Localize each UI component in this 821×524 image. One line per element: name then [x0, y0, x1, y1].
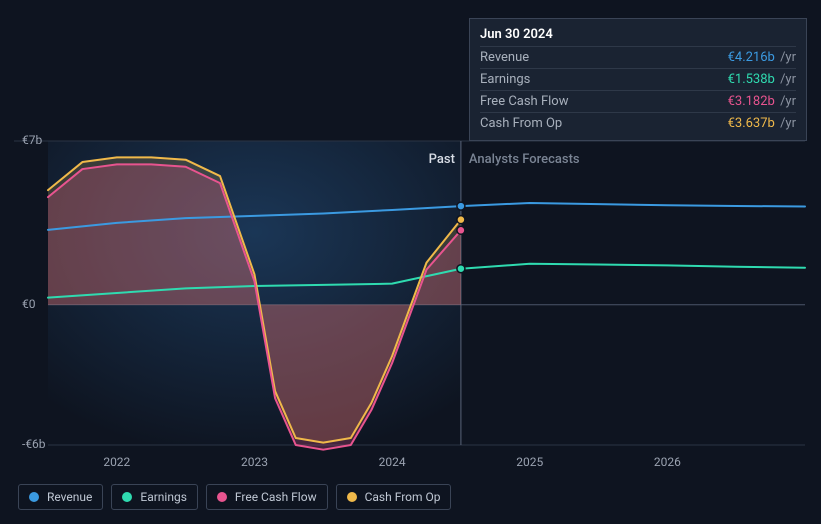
chart-legend: Revenue Earnings Free Cash Flow Cash From O…: [18, 484, 451, 510]
x-axis-tick: 2025: [516, 455, 543, 469]
legend-item-cash_from_op[interactable]: Cash From Op: [336, 484, 452, 510]
tooltip-row: Free Cash Flow €3.182b /yr: [480, 90, 796, 112]
x-axis-tick: 2023: [241, 455, 268, 469]
tooltip-row-label: Earnings: [480, 72, 530, 87]
y-axis-tick: €0: [22, 297, 36, 311]
tooltip-date: Jun 30 2024: [480, 25, 796, 46]
tooltip-row-label: Revenue: [480, 50, 529, 65]
x-axis-tick: 2022: [103, 455, 130, 469]
past-section-label: Past: [429, 152, 455, 167]
legend-item-earnings[interactable]: Earnings: [111, 484, 198, 510]
legend-label: Revenue: [47, 490, 92, 504]
tooltip-row: Earnings €1.538b /yr: [480, 68, 796, 90]
x-axis-tick: 2026: [654, 455, 681, 469]
legend-dot: [347, 492, 357, 502]
tooltip-row-label: Free Cash Flow: [480, 94, 568, 109]
tooltip-row-unit: /yr: [777, 116, 796, 131]
x-axis-tick: 2024: [379, 455, 406, 469]
legend-label: Earnings: [140, 490, 187, 504]
tooltip-row-value: €3.182b: [728, 94, 775, 109]
tooltip-row-unit: /yr: [777, 72, 796, 87]
forecast-section-label: Analysts Forecasts: [469, 152, 580, 167]
tooltip-row-unit: /yr: [777, 94, 796, 109]
y-axis-tick: -€6b: [22, 437, 46, 451]
tooltip-row-value: €3.637b: [728, 116, 775, 131]
tooltip-row-unit: /yr: [777, 50, 796, 65]
chart-tooltip: Jun 30 2024 Revenue €4.216b /yr Earnings €1…: [469, 18, 807, 141]
legend-item-revenue[interactable]: Revenue: [18, 484, 103, 510]
tooltip-row-value: €1.538b: [728, 72, 775, 87]
legend-dot: [29, 492, 39, 502]
legend-dot: [217, 492, 227, 502]
legend-dot: [122, 492, 132, 502]
tooltip-row: Cash From Op €3.637b /yr: [480, 112, 796, 134]
tooltip-row-value: €4.216b: [728, 50, 775, 65]
tooltip-row-label: Cash From Op: [480, 116, 562, 131]
legend-item-free_cash_flow[interactable]: Free Cash Flow: [206, 484, 328, 510]
legend-label: Cash From Op: [365, 490, 441, 504]
legend-label: Free Cash Flow: [235, 490, 317, 504]
y-axis-tick: €7b: [22, 133, 42, 147]
tooltip-row: Revenue €4.216b /yr: [480, 46, 796, 68]
